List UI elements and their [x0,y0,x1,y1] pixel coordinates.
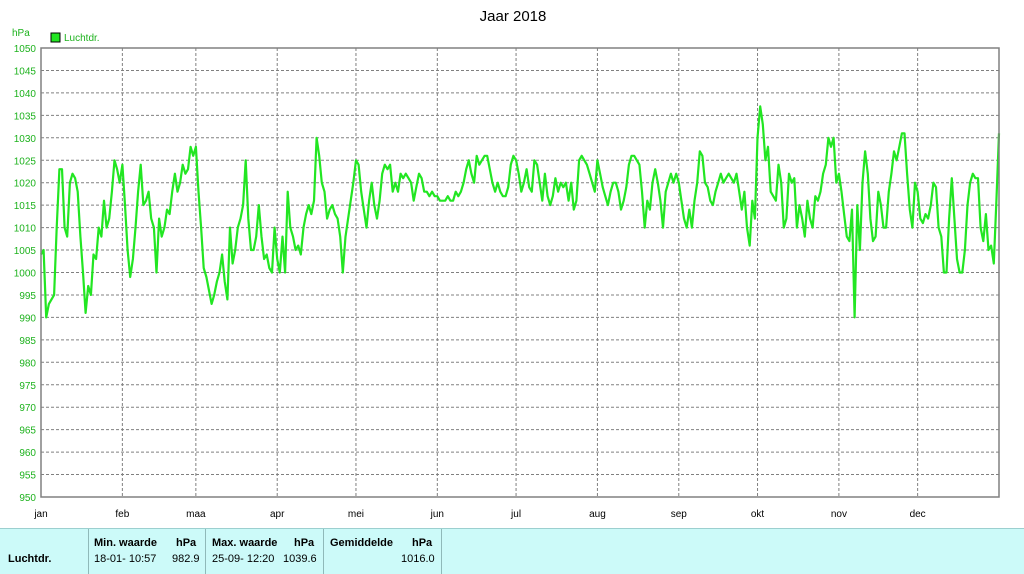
x-tick-label: jul [510,509,521,520]
x-tick-label: feb [115,509,129,520]
max-unit: hPa [294,537,315,549]
y-tick-label: 1040 [14,89,37,100]
avg-unit: hPa [412,537,433,549]
min-when: 18-01- 10:57 [94,553,157,565]
min-unit: hPa [176,537,197,549]
y-tick-label: 1050 [14,44,37,55]
y-tick-label: 1010 [14,224,37,235]
x-tick-label: aug [589,509,606,520]
series-layer [40,105,1001,319]
y-tick-label: 965 [19,426,36,437]
y-tick-label: 1035 [14,111,37,122]
x-tick-label: nov [831,509,847,520]
stats-row-label: Luchtdr. [8,553,52,565]
x-tick-labels: jan feb maa apr mei jun jul aug sep okt nov dec [33,509,925,520]
x-tick-label: jan [33,509,47,520]
series-line-luchtdruk [40,105,1001,319]
x-tick-label: dec [910,509,926,520]
avg-value: 1016.0 [401,553,435,565]
x-tick-label: jun [430,509,444,520]
y-tick-label: 975 [19,381,36,392]
y-tick-label: 985 [19,336,36,347]
stats-min-cell: Min. waarde hPa 18-01- 10:57 982.9 [88,529,206,574]
y-tick-label: 1015 [14,201,37,212]
y-axis-unit: hPa [12,28,30,39]
y-tick-labels: 950 955 960 965 970 975 980 985 990 995 1000 1005 10… [14,44,37,504]
pressure-chart: Jaar 2018 hPa Luchtdr. 950 955 960 965 970 97… [12,8,1001,520]
x-tick-label: maa [186,509,206,520]
min-value: 982.9 [172,553,200,565]
y-tick-label: 960 [19,448,36,459]
y-tick-label: 955 [19,471,36,482]
y-tick-label: 970 [19,403,36,414]
y-tick-label: 950 [19,493,36,504]
min-header: Min. waarde [94,537,157,549]
y-tick-label: 1030 [14,134,37,145]
y-tick-label: 990 [19,313,36,324]
legend: Luchtdr. [50,32,100,44]
y-tick-label: 1000 [14,269,37,280]
y-tick-label: 980 [19,358,36,369]
stats-avg-cell: Gemiddelde hPa 1016.0 [323,529,442,574]
x-tick-label: okt [751,509,765,520]
stats-label-cell: Luchtdr. [0,529,89,574]
y-tick-label: 1005 [14,246,37,257]
avg-header: Gemiddelde [330,537,393,549]
max-value: 1039.6 [283,553,317,565]
legend-swatch [50,32,61,43]
max-when: 25-09- 12:20 [212,553,275,565]
y-tick-label: 1045 [14,66,37,77]
x-tick-label: mei [348,509,364,520]
legend-label: Luchtdr. [64,33,100,44]
y-tick-label: 995 [19,291,36,302]
x-tick-label: apr [270,509,285,520]
stats-max-cell: Max. waarde hPa 25-09- 12:20 1039.6 [205,529,324,574]
y-tick-label: 1025 [14,156,37,167]
plot-frame [40,47,1000,498]
max-header: Max. waarde [212,537,278,549]
x-tick-label: sep [671,509,688,520]
stats-panel: Luchtdr. Min. waarde hPa 18-01- 10:57 98… [0,528,1024,574]
y-tick-label: 1020 [14,179,37,190]
chart-title: Jaar 2018 [480,8,547,25]
